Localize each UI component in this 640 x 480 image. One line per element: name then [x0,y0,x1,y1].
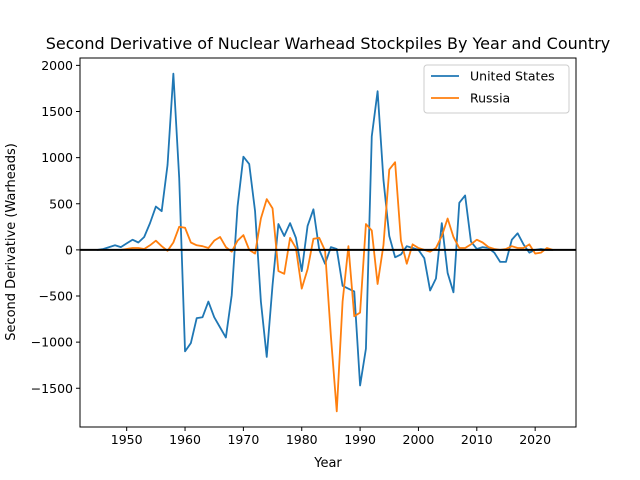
x-tick-label: 1970 [227,432,259,447]
plot-frame [79,57,577,428]
y-tick-label: 0 [65,242,73,257]
x-tick-label: 2010 [461,432,493,447]
x-axis-label: Year [313,456,342,471]
x-tick-label: 2000 [403,432,435,447]
y-tick-label: 1500 [41,104,73,119]
y-tick-label: 2000 [41,58,73,73]
series-line-russia [119,161,554,413]
plot-area [79,57,577,428]
y-tick-label: 1000 [41,150,73,165]
legend-label-russia: Russia [470,91,510,106]
chart-title: Second Derivative of Nuclear Warhead Sto… [46,34,610,53]
x-tick-label: 2020 [519,432,551,447]
y-axis-label: Second Derivative (Warheads) [4,143,19,341]
y-axis: −1500 −1000 −500 0 500 1000 1500 2000 [31,58,80,396]
x-axis: 1950 1960 1970 1980 1990 2000 2010 2020 [111,427,551,447]
y-tick-label: −1000 [31,335,73,350]
y-tick-label: 500 [49,196,73,211]
x-tick-label: 1980 [286,432,318,447]
legend: United States Russia [423,64,570,114]
x-tick-label: 1950 [111,432,143,447]
y-tick-label: −1500 [31,381,73,396]
y-tick-label: −500 [39,289,73,304]
x-tick-label: 1960 [169,432,201,447]
x-tick-label: 1990 [344,432,376,447]
legend-box [423,64,570,114]
legend-label-united-states: United States [470,69,555,84]
